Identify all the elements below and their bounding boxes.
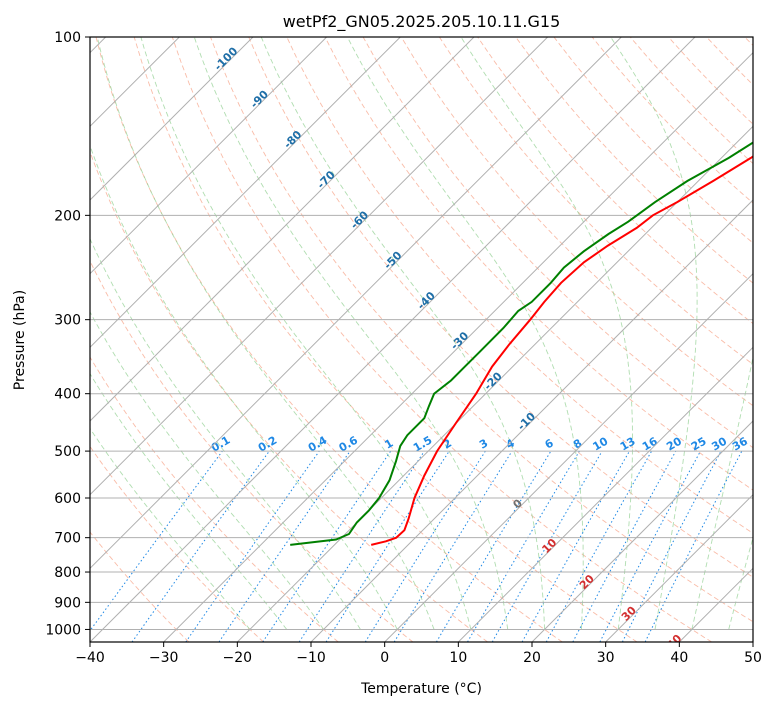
dry-adiabat [90, 445, 264, 642]
moist-adiabat [193, 37, 509, 630]
isotherm [457, 346, 753, 642]
isotherm [90, 37, 696, 642]
plot-frame [89, 36, 754, 643]
dry-adiabat [90, 356, 339, 642]
moist-adiabat [90, 237, 361, 630]
x-tick-label: 10 [449, 650, 467, 666]
isotherm [310, 199, 753, 642]
x-tick-label: −10 [296, 650, 326, 666]
mixing-ratio-line [521, 450, 630, 642]
mixing-ratio-line [545, 450, 653, 642]
isotherm [605, 493, 753, 642]
isotherm [90, 37, 328, 275]
plot-area: 0.1 0.2 0.4 0.6 1 1.5 2 3 4 6 8 10 13 16 20 25 30 36-100-… [90, 37, 753, 652]
y-tick-label: 700 [54, 531, 81, 547]
y-tick-label: 600 [54, 491, 81, 507]
mixing-ratio-line [185, 450, 320, 642]
y-tick-label: 300 [54, 313, 81, 329]
x-tick-label: 50 [744, 650, 762, 666]
x-tick-label: 20 [523, 650, 541, 666]
mixing-ratio-line [262, 450, 392, 642]
axis-ticks: −40 −30 −20 −10 0 10 20 30 40 50 100 200 300 400 500 60… [45, 30, 762, 666]
x-tick-label: 40 [670, 650, 688, 666]
isotherm [90, 37, 549, 496]
moist-adiabat [728, 535, 753, 630]
mixing-ratio-line [644, 450, 743, 642]
mixing-ratio-line [572, 450, 677, 642]
moist-adiabat [610, 37, 698, 630]
dry-adiabat [171, 37, 712, 642]
moist-adiabat [140, 37, 472, 630]
x-axis-label: Temperature (°C) [360, 681, 482, 697]
x-tick-label: −30 [149, 650, 179, 666]
y-tick-label: 1000 [45, 622, 81, 638]
y-tick-label: 500 [54, 444, 81, 460]
x-tick-label: 0 [380, 650, 389, 666]
dry-adiabat [90, 150, 488, 642]
moist-adiabat [346, 37, 584, 630]
dry-adiabat [248, 37, 753, 578]
x-tick-label: 30 [597, 650, 615, 666]
dry-adiabat [90, 531, 190, 642]
moist-adiabat [90, 310, 324, 630]
mixing-ratio-line [90, 450, 223, 632]
y-tick-label: 100 [54, 30, 81, 46]
isotherm [531, 420, 753, 642]
y-tick-label: 900 [54, 595, 81, 611]
temperature-profile [370, 155, 753, 546]
mixing-ratio-line [218, 450, 351, 642]
x-tick-label: −20 [223, 650, 253, 666]
chart-title: wetPf2_GN05.2025.205.10.11.G15 [283, 12, 561, 32]
isotherm [90, 37, 254, 201]
dry-adiabat [439, 37, 753, 365]
isotherm [163, 51, 753, 642]
mixing-ratio-line [393, 450, 513, 642]
y-tick-label: 800 [54, 565, 81, 581]
y-tick-label: 400 [54, 387, 81, 403]
dry-adiabat [210, 37, 753, 623]
isotherm [90, 37, 401, 349]
mixing-ratio-line [325, 450, 450, 642]
dry-adiabat [515, 37, 753, 284]
isotherm [384, 272, 753, 642]
moist-adiabat [96, 37, 435, 630]
dry-adiabat [400, 37, 753, 407]
isotherm-label: 40 [664, 632, 684, 652]
isotherm [90, 37, 475, 422]
isotherm [236, 125, 753, 642]
x-tick-label: −40 [75, 650, 105, 666]
mixing-ratio-line [131, 450, 270, 642]
y-tick-label: 200 [54, 208, 81, 224]
dry-adiabat [95, 37, 563, 642]
y-axis-label: Pressure (hPa) [12, 290, 28, 390]
dry-adiabat [324, 37, 753, 491]
dry-adiabat [133, 37, 638, 642]
isotherm [90, 37, 622, 570]
moist-adiabat [90, 144, 398, 630]
dewpoint-profile [290, 141, 753, 546]
mixing-ratio-line [298, 450, 425, 642]
moist-adiabat [691, 355, 753, 630]
moist-adiabat [260, 37, 546, 630]
